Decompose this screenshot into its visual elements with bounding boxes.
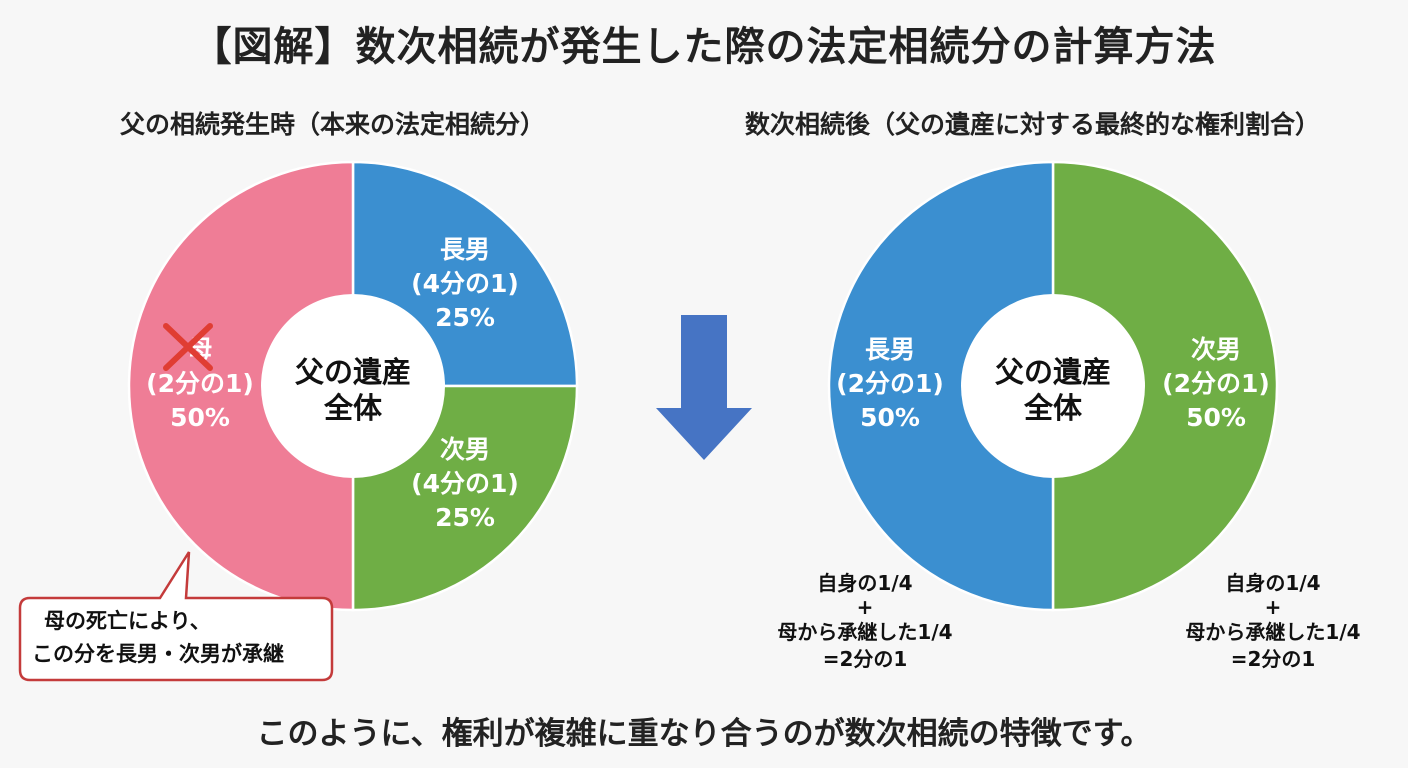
slice-label-0-2-2: 50% [170,403,230,432]
slice-label-0-0-1: (4分の1) [411,269,519,298]
footer-summary: このように、権利が複雑に重なり合うのが数次相続の特徴です。 [256,716,1152,752]
donut-hole-0 [261,294,445,478]
slice-label-1-0-0: 次男 [1191,335,1241,364]
down-arrow-icon [656,315,752,460]
note-chounan: 自身の1/4 + 母から承継した1/4 =2分の1 [777,571,952,671]
left-chart-title: 父の相続発生時（本来の法定相続分） [120,110,546,139]
right-chart-title: 数次相続後（父の遺産に対する最終的な権利割合） [745,110,1321,139]
slice-label-1-0-1: (2分の1) [1162,369,1270,398]
callout-line-1: 母の死亡により、 [44,609,211,633]
note-jinan-line-2: + [1265,595,1282,619]
slice-1-1 [827,160,1055,612]
slice-label-0-2-1: (2分の1) [146,369,254,398]
note-chounan-line-4: =2分の1 [823,647,908,671]
slice-label-0-0-0: 長男 [440,235,490,264]
slice-label-1-0-2: 50% [1186,403,1246,432]
center-label-1-1: 全体 [1023,391,1083,425]
slice-label-1-1-0: 長男 [865,335,915,364]
center-label-0-0: 父の遺産 [295,355,411,389]
slice-0-2 [127,160,355,612]
note-chounan-line-3: 母から承継した1/4 [777,620,952,644]
callout-bubble [18,551,334,682]
note-chounan-line-1: 自身の1/4 [817,571,912,595]
note-jinan-line-3: 母から承継した1/4 [1185,620,1360,644]
slice-label-0-1-1: (4分の1) [411,469,519,498]
slice-label-1-1-2: 50% [860,403,920,432]
page-title: 【図解】数次相続が発生した際の法定相続分の計算方法 [191,24,1217,70]
note-chounan-line-2: + [857,595,874,619]
donut-hole-1 [961,294,1145,478]
cross-mark-icon [163,323,213,371]
center-label-0-1: 全体 [323,391,383,425]
center-label-1-0: 父の遺産 [995,355,1111,389]
callout-line-2: この分を長男・次男が承継 [32,642,284,666]
note-jinan: 自身の1/4 + 母から承継した1/4 =2分の1 [1185,571,1360,671]
slice-label-1-1-1: (2分の1) [836,369,944,398]
slice-label-0-1-0: 次男 [440,435,490,464]
slice-label-0-0-2: 25% [435,303,495,332]
note-jinan-line-4: =2分の1 [1231,647,1316,671]
slice-label-0-1-2: 25% [435,503,495,532]
slice-1-0 [1051,160,1279,612]
note-jinan-line-1: 自身の1/4 [1225,571,1320,595]
